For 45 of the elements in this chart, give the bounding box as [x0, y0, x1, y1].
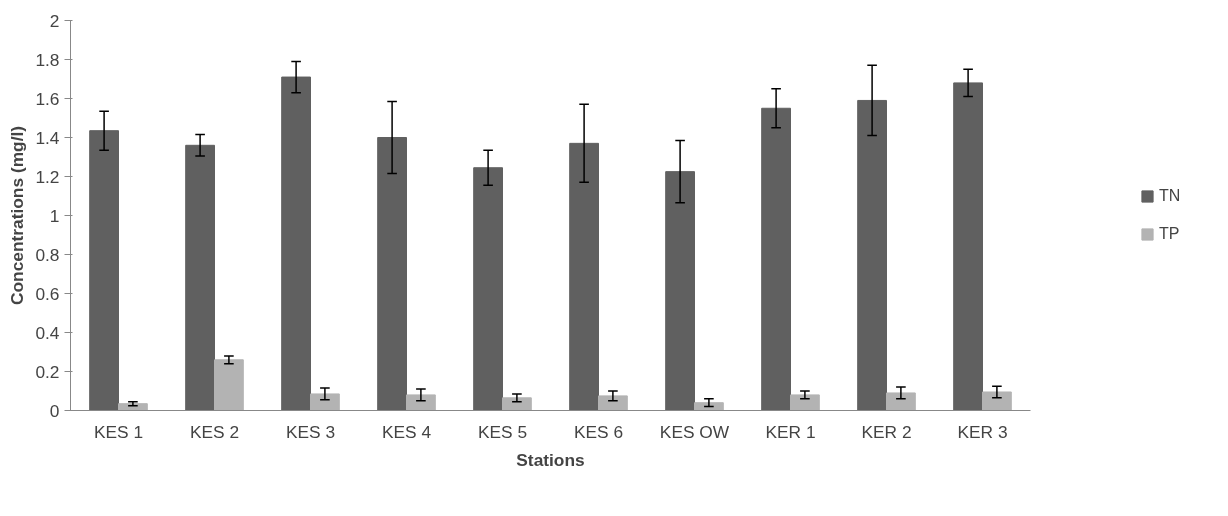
- y-tick-label: 0.8: [35, 244, 60, 265]
- bar: [790, 394, 820, 411]
- bar: [665, 171, 695, 411]
- bar: [857, 99, 887, 411]
- bar: [761, 107, 791, 411]
- y-tick-label: 1.4: [35, 127, 60, 148]
- legend-label: TP: [1159, 225, 1180, 243]
- x-tick-label: KES 2: [189, 421, 240, 442]
- legend-label: TN: [1159, 187, 1181, 205]
- x-tick-label: KER 1: [765, 421, 816, 442]
- bar: [598, 395, 628, 411]
- y-tick-label: 2: [49, 10, 60, 31]
- x-tick-label: KES 6: [573, 421, 624, 442]
- y-tick-label: 0.6: [35, 283, 60, 304]
- bar: [953, 82, 983, 411]
- bar: [569, 142, 599, 411]
- y-tick-label: 1: [49, 205, 60, 226]
- x-tick-label: KES 3: [285, 421, 336, 442]
- bar: [982, 391, 1012, 411]
- bar: [214, 359, 244, 411]
- bar: [502, 397, 532, 411]
- x-tick-label: KES 1: [93, 421, 144, 442]
- x-tick-label: KER 3: [957, 421, 1008, 442]
- bar: [185, 144, 215, 411]
- bar: [310, 393, 340, 411]
- y-tick-label: 0.4: [35, 322, 60, 343]
- y-tick-label: 1.2: [35, 166, 60, 187]
- y-tick-label: 1.8: [35, 49, 60, 70]
- bar: [473, 167, 503, 411]
- y-axis-title: Concentrations (mg/l): [7, 125, 28, 306]
- bar: [118, 403, 148, 411]
- x-axis-title: Stations: [516, 449, 585, 470]
- y-tick-label: 1.6: [35, 88, 60, 109]
- bar: [89, 130, 119, 411]
- bar: [377, 137, 407, 411]
- bar: [694, 402, 724, 411]
- bar: [281, 76, 311, 411]
- x-tick-label: KES OW: [659, 421, 730, 442]
- bar: [406, 394, 436, 411]
- y-tick-label: 0.2: [35, 361, 60, 382]
- x-tick-label: KES 5: [477, 421, 528, 442]
- x-tick-label: KES 4: [381, 421, 432, 442]
- x-tick-label: KER 2: [861, 421, 912, 442]
- y-tick-label: 0: [49, 400, 60, 421]
- bar: [886, 392, 916, 411]
